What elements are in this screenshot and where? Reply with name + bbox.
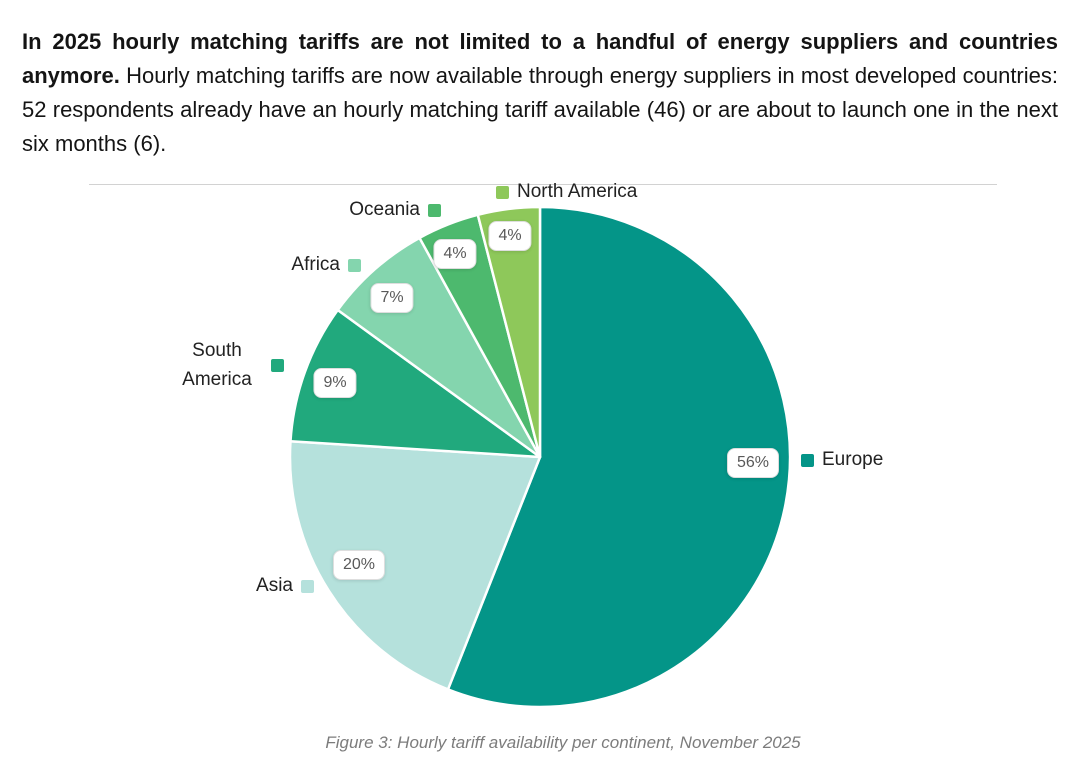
- legend-item-oceania: Oceania: [349, 199, 441, 221]
- legend-swatch-oceania: [428, 203, 441, 217]
- legend-label-asia: Asia: [256, 575, 293, 596]
- data-label-north-america: 4%: [488, 221, 532, 251]
- data-label-africa: 7%: [370, 283, 414, 313]
- legend-item-north-america: North America: [496, 181, 637, 203]
- legend-item-europe: Europe: [801, 449, 883, 471]
- legend-label-europe: Europe: [822, 449, 884, 470]
- data-label-south-america: 9%: [313, 368, 357, 398]
- legend-swatch-europe: [801, 453, 814, 467]
- legend-label-south-america: South America: [182, 340, 252, 390]
- pie-slice-asia: [288, 440, 542, 691]
- legend-swatch-north-america: [496, 185, 509, 199]
- pie-slice-europe: [446, 205, 792, 709]
- intro-body-text: Hourly matching tariffs are now availabl…: [22, 63, 1058, 156]
- legend-label-oceania: Oceania: [349, 199, 420, 220]
- chart-top-divider: [89, 184, 997, 185]
- legend-item-asia: Asia: [256, 575, 314, 597]
- pie-slice-north-america: [476, 205, 542, 459]
- legend-swatch-asia: [301, 579, 314, 593]
- legend-swatch-south-america: [271, 358, 284, 372]
- figure-caption: Figure 3: Hourly tariff availability per…: [325, 733, 801, 752]
- pie-slice-south-america: [289, 308, 542, 459]
- legend-item-africa: Africa: [291, 254, 361, 276]
- data-label-asia: 20%: [332, 550, 386, 580]
- legend-label-north-america: North America: [517, 181, 638, 202]
- legend-label-africa: Africa: [291, 254, 340, 275]
- data-label-oceania: 4%: [433, 239, 477, 269]
- data-label-europe: 56%: [726, 448, 780, 478]
- intro-paragraph: In 2025 hourly matching tariffs are not …: [22, 25, 1058, 161]
- legend-swatch-africa: [348, 258, 361, 272]
- legend-item-south-america: South America: [171, 336, 284, 394]
- intro-bold-sentence: In 2025 hourly matching tariffs are not …: [22, 29, 1058, 88]
